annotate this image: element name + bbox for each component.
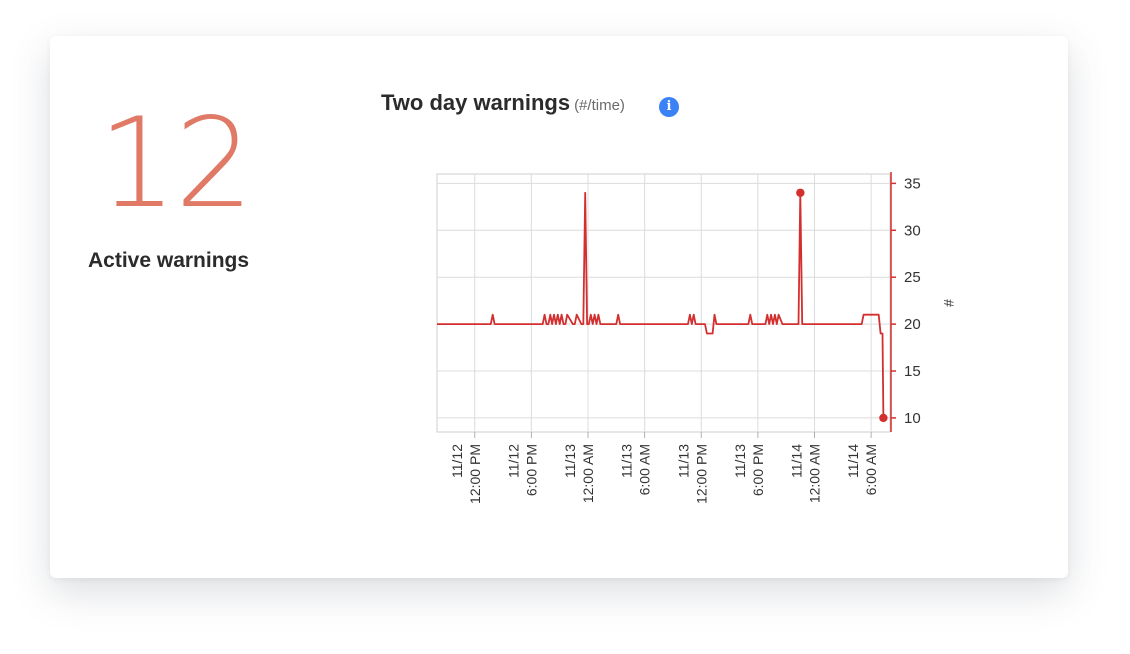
info-icon[interactable]: i bbox=[659, 97, 679, 117]
x-tick-time: 6:00 AM bbox=[863, 444, 879, 495]
warnings-card bbox=[50, 36, 1068, 578]
chart-title-unit: (#/time) bbox=[574, 97, 625, 114]
x-tick-label: 11/14 6:00 AM bbox=[845, 444, 879, 496]
chart-title-text: Two day warnings bbox=[381, 90, 571, 115]
x-tick-date: 11/13 bbox=[619, 444, 635, 478]
x-tick-label: 11/12 6:00 PM bbox=[505, 444, 539, 496]
active-warnings-label: Active warnings bbox=[88, 249, 250, 272]
x-tick-time: 12:00 AM bbox=[580, 444, 596, 503]
x-tick-date: 11/13 bbox=[675, 444, 691, 478]
x-tick-time: 12:00 PM bbox=[693, 444, 709, 504]
x-tick-date: 11/13 bbox=[732, 444, 748, 478]
data-point-marker bbox=[796, 188, 805, 197]
y-tick-label: 35 bbox=[904, 175, 921, 192]
plot-frame bbox=[436, 173, 891, 433]
x-tick-time: 12:00 AM bbox=[807, 444, 823, 503]
x-tick-time: 6:00 PM bbox=[750, 444, 766, 496]
x-tick-label: 11/12 12:00 PM bbox=[449, 444, 483, 504]
warnings-series-line bbox=[437, 191, 885, 418]
x-tick-label: 11/13 6:00 PM bbox=[732, 444, 766, 496]
x-tick-time: 12:00 PM bbox=[467, 444, 483, 504]
x-tick-date: 11/12 bbox=[505, 444, 521, 478]
y-tick-label: 20 bbox=[904, 316, 921, 333]
y-tick-label: 10 bbox=[904, 410, 921, 427]
y-tick-label: 30 bbox=[904, 222, 921, 239]
x-tick-date: 11/14 bbox=[789, 444, 805, 478]
x-tick-date: 11/13 bbox=[562, 444, 578, 478]
chart-title: Two day warnings (#/time) bbox=[381, 90, 625, 116]
y-tick-label: 15 bbox=[904, 363, 921, 380]
x-tick-label: 11/13 12:00 AM bbox=[562, 444, 596, 503]
active-warnings-count: 12 bbox=[98, 92, 254, 236]
data-point-marker bbox=[879, 413, 888, 423]
x-tick-time: 6:00 AM bbox=[637, 444, 653, 495]
x-tick-time: 6:00 PM bbox=[523, 444, 539, 496]
y-tick-label: 25 bbox=[904, 269, 921, 286]
x-tick-label: 11/14 12:00 AM bbox=[789, 444, 823, 503]
y-axis-label: # bbox=[941, 299, 957, 307]
x-tick-label: 11/13 12:00 PM bbox=[675, 444, 709, 504]
x-tick-date: 11/12 bbox=[449, 444, 465, 478]
x-tick-date: 11/14 bbox=[845, 444, 861, 478]
x-tick-label: 11/13 6:00 AM bbox=[619, 444, 653, 496]
